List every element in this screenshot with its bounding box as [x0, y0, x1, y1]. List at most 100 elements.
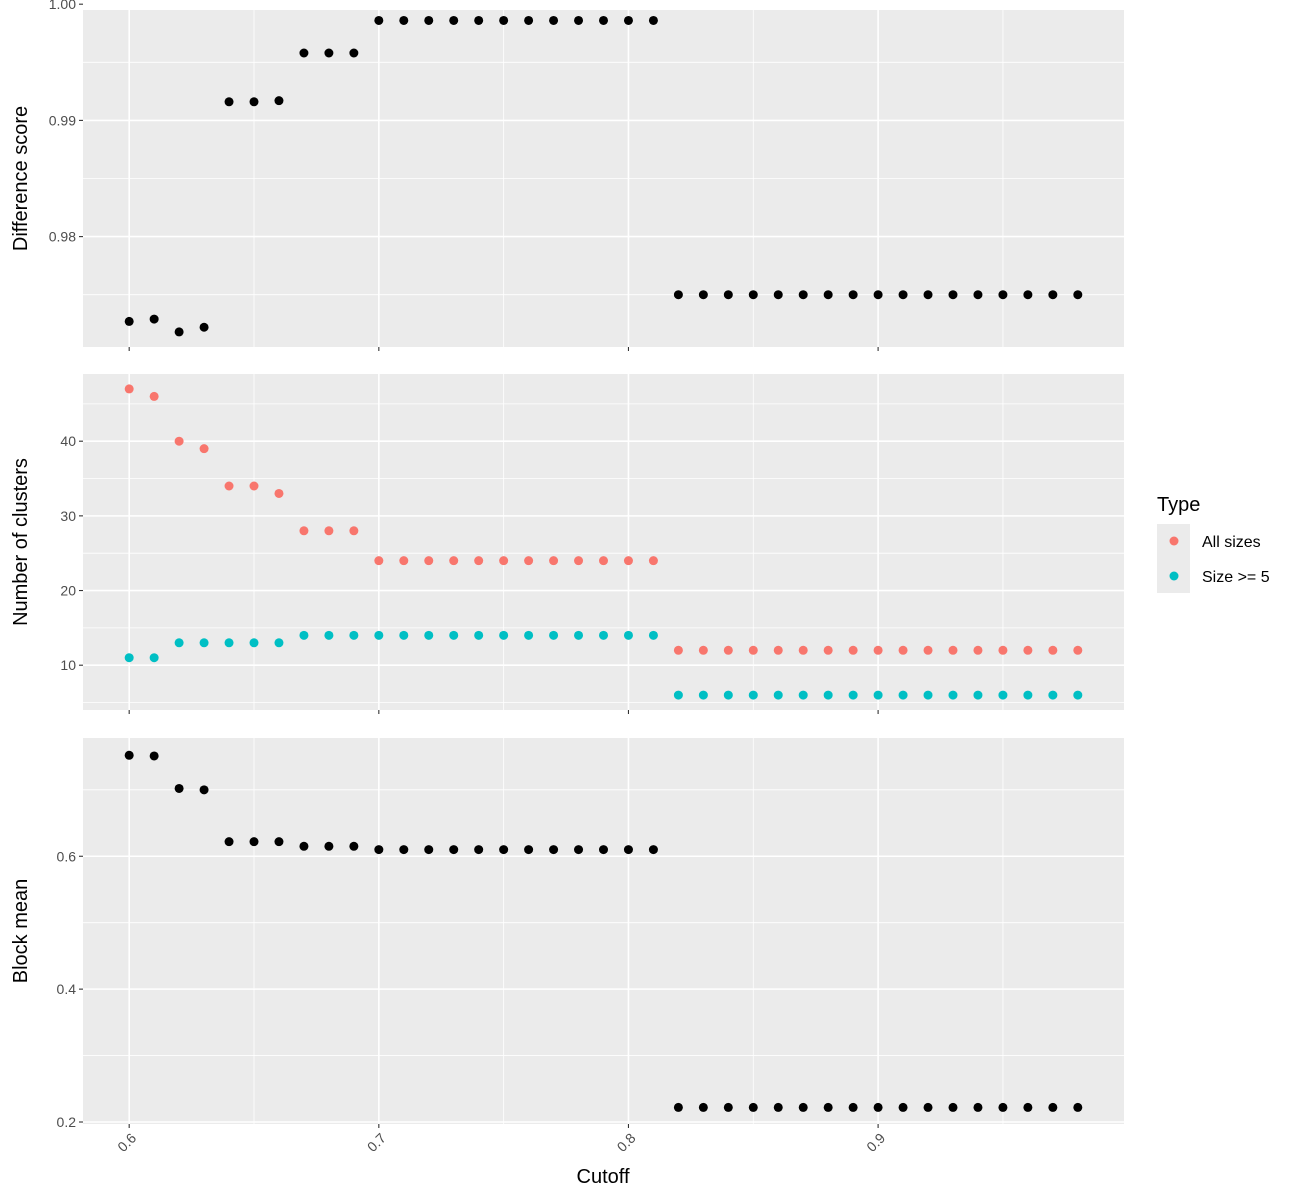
data-point [798, 1102, 808, 1112]
data-point [424, 15, 434, 25]
data-point [449, 630, 459, 640]
data-point [249, 97, 259, 107]
data-point [1048, 1102, 1058, 1112]
data-point [524, 630, 534, 640]
data-point [449, 15, 459, 25]
data-point [623, 556, 633, 566]
data-point [1023, 690, 1033, 700]
data-point [424, 556, 434, 566]
data-point [499, 556, 509, 566]
x-tick-label: 0.8 [614, 1130, 639, 1155]
data-point [698, 645, 708, 655]
data-point [998, 1102, 1008, 1112]
data-point [474, 630, 484, 640]
data-point [948, 1102, 958, 1112]
data-point [549, 556, 559, 566]
panels-layer: 0.98 0.99 1.00 Difference score 10 20 30 40 Numb… [10, 0, 1124, 1155]
data-point [574, 845, 584, 855]
data-point [399, 556, 409, 566]
data-point [249, 481, 259, 491]
panel-background [83, 738, 1124, 1124]
data-point [873, 1102, 883, 1112]
data-point [499, 630, 509, 640]
data-point [299, 526, 309, 536]
data-point [174, 327, 184, 337]
y-tick-label: 0.2 [57, 1114, 77, 1130]
data-point [1023, 645, 1033, 655]
data-point [549, 845, 559, 855]
data-point [923, 290, 933, 300]
data-point [299, 630, 309, 640]
y-tick-label: 0.6 [57, 848, 77, 864]
data-point [948, 690, 958, 700]
data-point [623, 630, 633, 640]
data-point [973, 1102, 983, 1112]
legend-label-all-sizes: All sizes [1202, 534, 1261, 551]
data-point [973, 290, 983, 300]
x-axis-title: Cutoff [577, 1166, 630, 1188]
data-point [424, 630, 434, 640]
data-point [199, 322, 209, 332]
data-point [499, 15, 509, 25]
data-point [599, 630, 608, 640]
data-point [299, 48, 309, 58]
y-tick-label: 40 [60, 433, 76, 449]
y-tick-label: 0.99 [49, 112, 76, 128]
data-point [324, 526, 334, 536]
data-point [923, 690, 933, 700]
data-point [274, 488, 284, 498]
data-point [773, 1102, 783, 1112]
data-point [249, 837, 259, 847]
data-point [823, 290, 833, 300]
data-point [549, 630, 559, 640]
data-point [149, 314, 159, 324]
data-point [723, 290, 733, 300]
data-point [923, 645, 933, 655]
data-point [723, 1102, 733, 1112]
data-point [1073, 290, 1083, 300]
data-point [798, 290, 808, 300]
data-point [973, 645, 983, 655]
data-point [1048, 290, 1058, 300]
y-tick-label: 30 [60, 508, 76, 524]
data-point [524, 15, 534, 25]
data-point [124, 316, 134, 326]
data-point [773, 290, 783, 300]
data-point [1073, 690, 1083, 700]
data-point [623, 15, 633, 25]
data-point [748, 290, 758, 300]
y-tick-label: 0.98 [49, 229, 76, 245]
data-point [374, 845, 384, 855]
data-point [324, 630, 334, 640]
y-axis-title: Block mean [10, 879, 32, 984]
data-point [449, 845, 459, 855]
data-point [698, 290, 708, 300]
data-point [124, 653, 134, 663]
data-point [798, 645, 808, 655]
data-point [773, 690, 783, 700]
data-point [898, 1102, 908, 1112]
data-point [349, 526, 359, 536]
data-point [324, 841, 334, 851]
panel-background [83, 374, 1124, 710]
data-point [374, 630, 384, 640]
data-point [848, 690, 858, 700]
data-point [549, 15, 559, 25]
data-point [299, 841, 309, 851]
data-point [224, 97, 234, 107]
data-point [449, 556, 459, 566]
data-point [873, 290, 883, 300]
data-point [274, 96, 284, 106]
data-point [574, 556, 584, 566]
legend-key-background [1157, 524, 1190, 593]
data-point [374, 15, 384, 25]
data-point [574, 630, 584, 640]
y-tick-label: 0.4 [57, 981, 77, 997]
data-point [224, 638, 234, 648]
data-point [524, 556, 534, 566]
x-tick-label: 0.9 [863, 1130, 888, 1155]
data-point [224, 481, 234, 491]
data-point [399, 630, 409, 640]
data-point [998, 645, 1008, 655]
data-point [973, 690, 983, 700]
